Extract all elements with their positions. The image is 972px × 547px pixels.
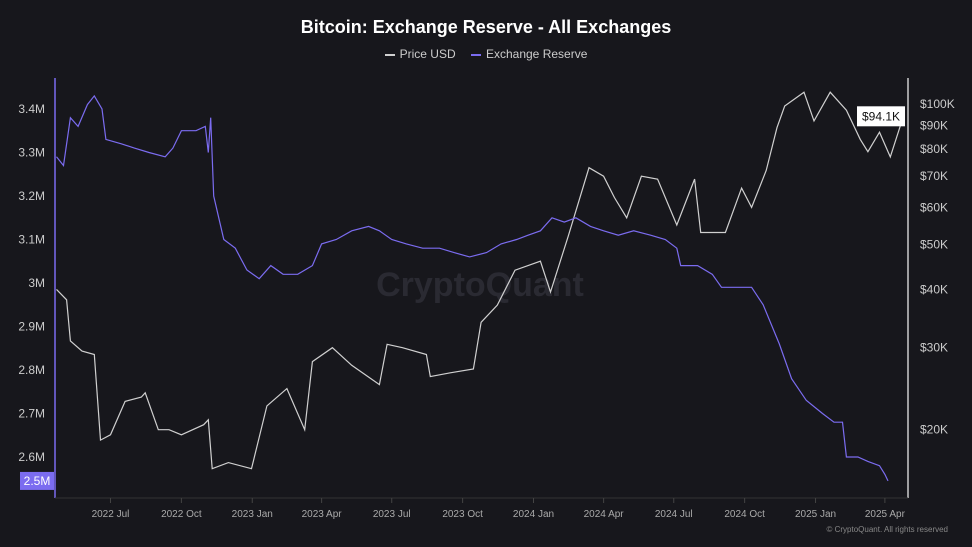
left-tick-label: 2.8M: [18, 363, 45, 377]
watermark: CryptoQuant: [376, 266, 584, 304]
legend-label-price: Price USD: [399, 47, 456, 61]
x-tick-label: 2025 Apr: [865, 509, 906, 520]
x-tick-label: 2024 Jul: [655, 509, 693, 520]
right-tick-label: $30K: [920, 341, 948, 355]
right-tick-label: $90K: [920, 118, 948, 132]
reserve-current-label: 2.5M: [24, 474, 51, 488]
left-tick-label: 2.6M: [18, 450, 45, 464]
x-tick-label: 2022 Jul: [92, 509, 130, 520]
right-tick-label: $70K: [920, 169, 948, 183]
right-tick-label: $100K: [920, 97, 955, 111]
x-tick-label: 2024 Jan: [513, 509, 554, 520]
left-tick-label: 2.9M: [18, 320, 45, 334]
price-current-label: $94.1K: [862, 109, 900, 123]
legend-item-price[interactable]: Price USD: [384, 47, 456, 61]
x-tick-label: 2022 Oct: [161, 509, 202, 520]
right-tick-label: $80K: [920, 142, 948, 156]
chart-title: Bitcoin: Exchange Reserve - All Exchange…: [300, 17, 672, 37]
x-tick-label: 2023 Apr: [302, 509, 343, 520]
x-tick-label: 2023 Oct: [442, 509, 483, 520]
x-tick-label: 2025 Jan: [795, 509, 836, 520]
reserve-line: [56, 94, 889, 482]
left-tick-label: 3.4M: [18, 102, 45, 116]
reserve-current-badge: [20, 471, 54, 490]
legend-label-reserve: Exchange Reserve: [485, 47, 588, 61]
legend-item-reserve[interactable]: Exchange Reserve: [470, 47, 588, 61]
legend-swatch-price: [384, 53, 395, 56]
legend-swatch-reserve: [470, 53, 481, 56]
left-tick-label: 3.2M: [18, 189, 45, 203]
left-tick-label: 3.3M: [18, 146, 45, 160]
price-line: [56, 91, 904, 470]
x-tick-label: 2023 Jan: [232, 509, 273, 520]
copyright: © CryptoQuant. All rights reserved: [826, 525, 949, 534]
legend: Price USD Exchange Reserve: [0, 47, 972, 61]
x-tick-label: 2023 Jul: [373, 509, 411, 520]
right-tick-label: $60K: [920, 200, 948, 214]
left-tick-label: 3M: [28, 276, 45, 290]
left-tick-label: 2.7M: [18, 407, 45, 421]
x-tick-label: 2024 Apr: [584, 509, 625, 520]
right-tick-label: $40K: [920, 282, 948, 296]
x-tick-label: 2024 Oct: [724, 509, 765, 520]
price-current-badge: [857, 106, 905, 127]
left-tick-label: 3.1M: [18, 233, 45, 247]
right-tick-label: $20K: [920, 423, 948, 437]
right-tick-label: $50K: [920, 237, 948, 251]
